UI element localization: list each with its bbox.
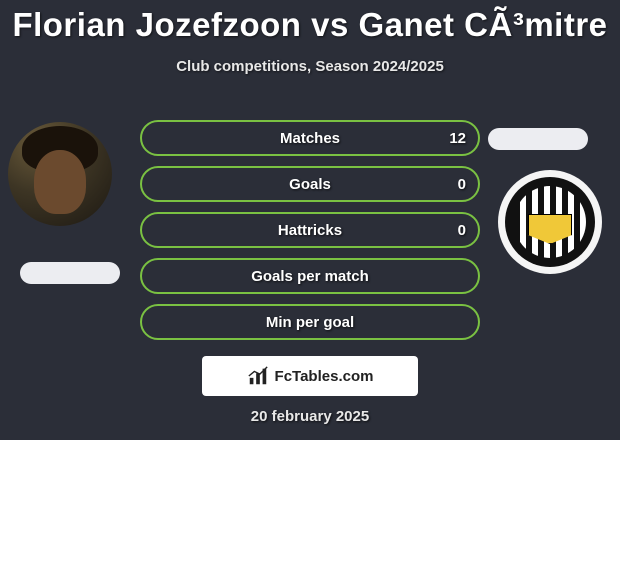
- branding-badge: FcTables.com: [202, 356, 418, 396]
- stat-label: Min per goal: [142, 306, 478, 338]
- stat-value: 0: [458, 214, 466, 246]
- stat-row-goals-per-match: Goals per match: [140, 258, 480, 294]
- avatar-face: [34, 150, 86, 214]
- stat-label: Matches: [142, 122, 478, 154]
- player-right-badge: [498, 170, 602, 274]
- comparison-date: 20 february 2025: [0, 408, 620, 425]
- stat-row-min-per-goal: Min per goal: [140, 304, 480, 340]
- player-left-club-pill: [20, 262, 120, 284]
- player-right-club-pill: [488, 128, 588, 150]
- stat-label: Goals per match: [142, 260, 478, 292]
- player-left-avatar: [8, 122, 112, 226]
- stat-row-hattricks: Hattricks 0: [140, 212, 480, 248]
- stat-label: Goals: [142, 168, 478, 200]
- page-title: Florian Jozefzoon vs Ganet CÃ³mitre: [0, 0, 620, 44]
- branding-text: FcTables.com: [275, 368, 374, 385]
- stat-value: 12: [449, 122, 466, 154]
- stat-label: Hattricks: [142, 214, 478, 246]
- stat-value: 0: [458, 168, 466, 200]
- comparison-card: Florian Jozefzoon vs Ganet CÃ³mitre Club…: [0, 0, 620, 440]
- stat-row-goals: Goals 0: [140, 166, 480, 202]
- bar-chart-icon: [247, 365, 269, 387]
- stat-row-matches: Matches 12: [140, 120, 480, 156]
- page-subtitle: Club competitions, Season 2024/2025: [0, 58, 620, 75]
